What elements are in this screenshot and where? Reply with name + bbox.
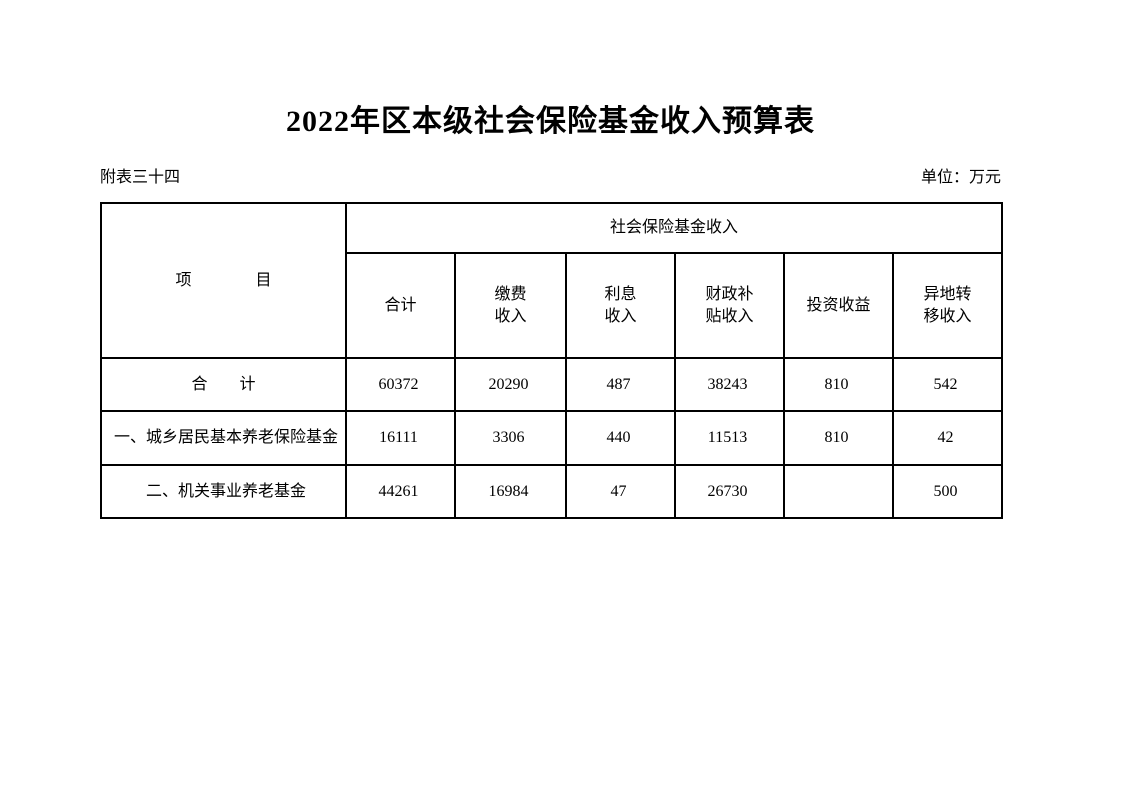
row-label: 二、机关事业养老基金 [100,464,347,519]
cell-value: 500 [891,464,1004,519]
cell-value: 16111 [345,410,456,466]
table-row-total: 合 计 60372 20290 487 38243 810 542 [100,357,1004,412]
cell-value: 810 [783,357,894,412]
column-header-row: 合计 缴费 收入 利息 收入 财政补 贴收入 投资收益 异地转 移收入 [101,252,1004,359]
column-header-total: 合计 [345,252,456,359]
column-header-transfer-income: 异地转 移收入 [891,252,1004,359]
table-row-gov-institution-pension-fund: 二、机关事业养老基金 44261 16984 47 26730 500 [100,464,1004,519]
unit-label: 单位：万元 [920,169,1001,186]
cell-value: 3306 [454,410,567,466]
item-column-header: 项 目 [100,202,347,359]
row-label: 一、城乡居民基本养老保险基金 [100,410,347,466]
cell-value: 44261 [345,464,456,519]
column-header-fiscal-subsidy-income: 财政补 贴收入 [674,252,785,359]
cell-value: 38243 [674,357,785,412]
attachment-label: 附表三十四 [100,169,181,186]
cell-value: 542 [891,357,1004,412]
cell-value: 16984 [454,464,567,519]
group-header-row: 项 目 社会保险基金收入 [100,202,1004,359]
cell-value: 11513 [674,410,785,466]
row-label: 合 计 [100,357,347,412]
cell-value: 487 [565,357,676,412]
column-header-interest-income: 利息 收入 [565,252,676,359]
column-header-investment-income: 投资收益 [783,252,894,359]
cell-value: 20290 [454,357,567,412]
column-header-contribution-income: 缴费 收入 [454,252,567,359]
page-title: 2022年区本级社会保险基金收入预算表 [286,105,815,138]
cell-value [783,464,894,519]
group-header: 社会保险基金收入 [344,202,1004,254]
cell-value: 440 [565,410,676,466]
cell-value: 42 [891,410,1004,466]
cell-value: 60372 [345,357,456,412]
meta-row: 附表三十四 单位：万元 [100,163,1001,187]
table-row-urban-rural-pension-fund: 一、城乡居民基本养老保险基金 16111 3306 440 11513 810 … [100,410,1004,466]
cell-value: 47 [565,464,676,519]
cell-value: 26730 [674,464,785,519]
budget-table: 项 目 社会保险基金收入 合计 缴费 收入 利息 收入 财政补 贴收入 投资收益… [100,202,1004,519]
cell-value: 810 [783,410,894,466]
